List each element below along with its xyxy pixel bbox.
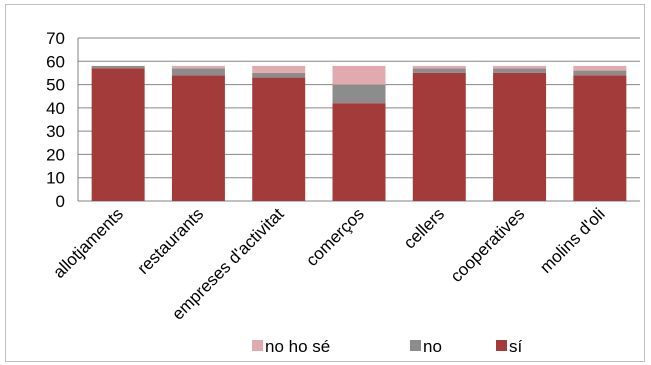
legend-swatch	[252, 340, 263, 351]
y-tick-label: 40	[46, 99, 65, 118]
y-tick-label: 20	[46, 145, 65, 164]
x-category-label: cooperatives	[447, 204, 529, 286]
x-category-label: molins d'oli	[536, 204, 609, 277]
bar-segment	[171, 68, 225, 76]
bar-segment	[493, 68, 547, 73]
bar-segment	[573, 70, 627, 76]
bar-segment	[91, 65, 145, 69]
y-tick-label: 10	[46, 169, 65, 188]
y-tick-label: 0	[56, 192, 65, 211]
bar-segment	[332, 103, 386, 201]
y-tick-label: 30	[46, 122, 65, 141]
bar-segment	[171, 65, 225, 69]
legend-label: no	[423, 337, 442, 356]
bar-segment	[412, 65, 466, 69]
bar-segment	[252, 77, 306, 201]
y-tick-label: 50	[46, 76, 65, 95]
bar-segment	[412, 68, 466, 73]
legend-label: no ho sé	[265, 337, 330, 356]
bar-segment	[412, 72, 466, 201]
bar-segment	[252, 72, 306, 78]
x-category-label: restaurants	[134, 204, 208, 278]
bar-segment	[573, 75, 627, 201]
legend-label: sí	[509, 337, 523, 356]
y-tick-label: 70	[46, 29, 65, 48]
bar-segment	[573, 65, 627, 71]
bar-segment	[171, 75, 225, 201]
bar-segment	[91, 68, 145, 202]
x-category-label: allotjaments	[49, 204, 127, 282]
legend-swatch	[410, 340, 421, 351]
bar-segment	[332, 65, 386, 85]
bar-segment	[252, 65, 306, 73]
y-tick-label: 60	[46, 52, 65, 71]
bar-segment	[493, 65, 547, 69]
x-category-label: comerços	[302, 204, 368, 270]
bar-segment	[332, 84, 386, 104]
legend-swatch	[496, 340, 507, 351]
bar-segment	[493, 72, 547, 201]
x-category-label: cellers	[400, 204, 448, 252]
